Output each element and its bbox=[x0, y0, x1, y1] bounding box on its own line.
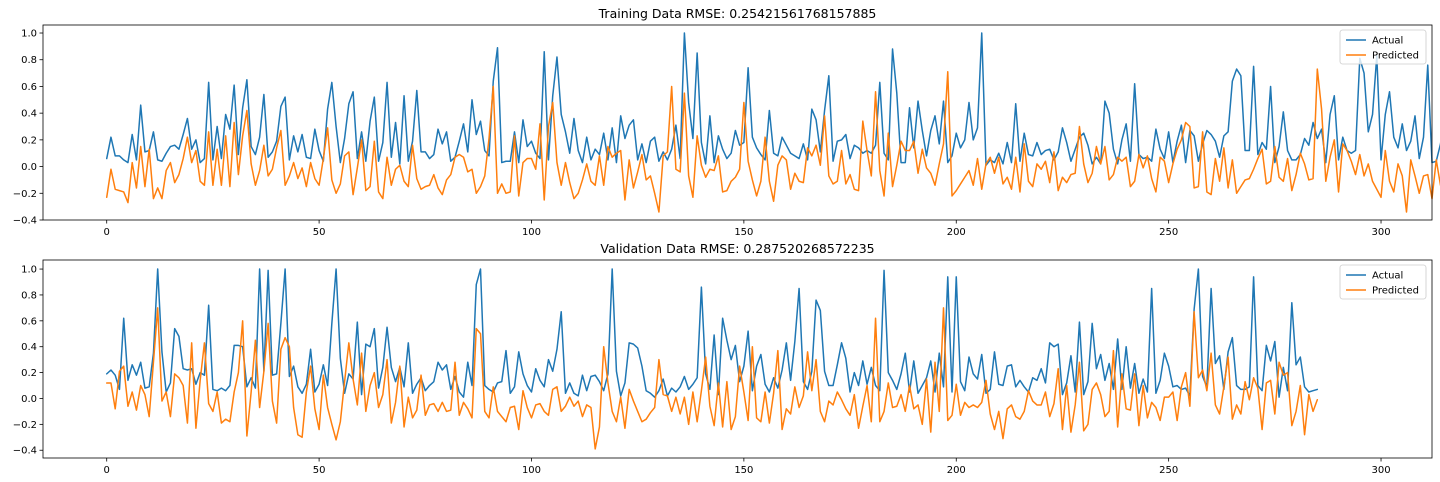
x-tick-label: 200 bbox=[947, 227, 966, 238]
y-tick-label: 1.0 bbox=[21, 29, 37, 40]
x-tick-label: 300 bbox=[1371, 227, 1390, 238]
legend: Actual Predicted bbox=[1339, 264, 1427, 300]
legend-label-predicted: Predicted bbox=[1372, 286, 1419, 297]
y-tick-label: 0.8 bbox=[21, 290, 37, 301]
y-tick-label: −0.4 bbox=[13, 216, 37, 227]
y-tick-label: 1.0 bbox=[21, 265, 37, 276]
x-tick-label: 150 bbox=[734, 465, 753, 476]
y-tick-label: 0.0 bbox=[21, 162, 37, 173]
y-tick-label: 0.6 bbox=[21, 82, 37, 93]
y-tick-label: −0.4 bbox=[13, 446, 37, 457]
x-tick-label: 250 bbox=[1159, 465, 1178, 476]
x-tick-label: 200 bbox=[947, 465, 966, 476]
series-line-actual bbox=[105, 268, 1319, 398]
x-tick-label: 0 bbox=[104, 465, 110, 476]
legend: Actual Predicted bbox=[1339, 29, 1427, 65]
chart-title: Validation Data RMSE: 0.287520268572235 bbox=[600, 241, 874, 256]
x-tick-label: 50 bbox=[313, 227, 326, 238]
y-tick-label: 0.8 bbox=[21, 55, 37, 66]
y-tick-label: −0.2 bbox=[13, 420, 37, 431]
x-tick-label: 250 bbox=[1159, 227, 1178, 238]
x-tick-label: 150 bbox=[734, 227, 753, 238]
axes-frame bbox=[42, 259, 1433, 459]
x-tick-label: 50 bbox=[313, 465, 326, 476]
y-tick-label: 0.4 bbox=[21, 342, 37, 353]
x-tick-label: 100 bbox=[522, 227, 541, 238]
y-tick-label: 0.2 bbox=[21, 368, 37, 379]
series-line-actual bbox=[105, 32, 1440, 166]
x-tick-label: 0 bbox=[104, 227, 110, 238]
y-tick-label: 0.0 bbox=[21, 394, 37, 405]
axes-frame bbox=[42, 24, 1433, 221]
chart-0: Training Data RMSE: 0.25421561768157885 0… bbox=[13, 6, 1440, 238]
legend-label-actual: Actual bbox=[1372, 36, 1403, 47]
legend-label-actual: Actual bbox=[1372, 271, 1403, 282]
y-tick-label: 0.2 bbox=[21, 135, 37, 146]
series-line-predicted bbox=[105, 307, 1319, 450]
y-tick-label: 0.4 bbox=[21, 109, 37, 120]
chart-1: Validation Data RMSE: 0.287520268572235 0… bbox=[13, 241, 1433, 476]
x-tick-label: 100 bbox=[522, 465, 541, 476]
legend-label-predicted: Predicted bbox=[1372, 51, 1419, 62]
x-tick-label: 300 bbox=[1371, 465, 1390, 476]
y-tick-label: 0.6 bbox=[21, 316, 37, 327]
chart-title: Training Data RMSE: 0.25421561768157885 bbox=[598, 6, 877, 21]
series-line-predicted bbox=[105, 68, 1440, 213]
y-tick-label: −0.2 bbox=[13, 189, 37, 200]
